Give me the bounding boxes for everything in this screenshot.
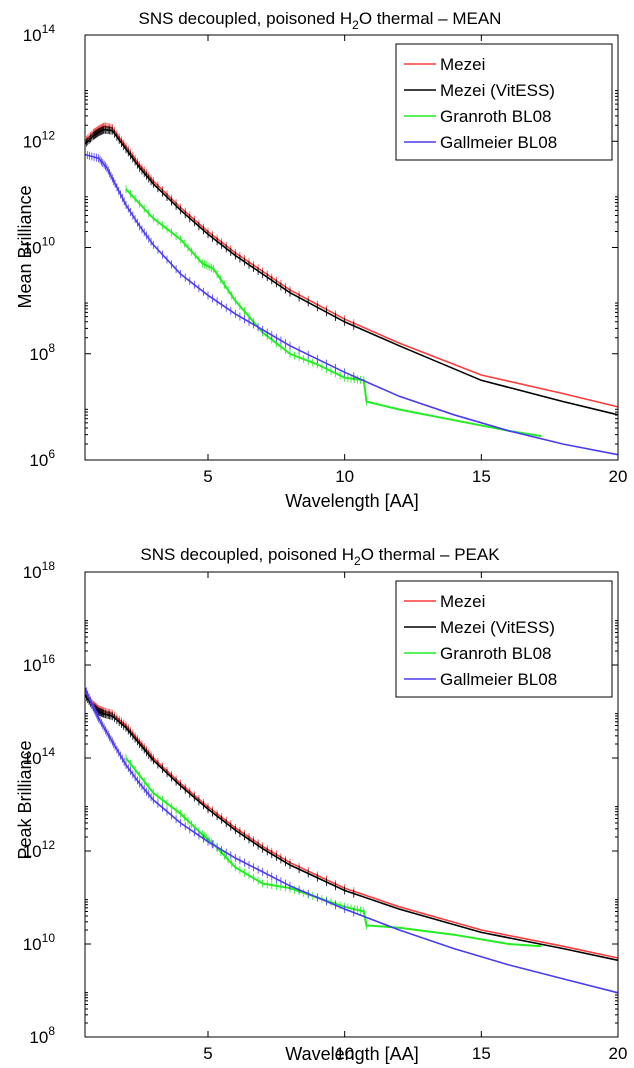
y-tick-label: 108 xyxy=(29,341,55,364)
series-line-3 xyxy=(84,153,619,456)
legend-entry-1: Mezei (VitESS) xyxy=(440,81,555,100)
chart-mean-ylabel: Mean Brilliance xyxy=(15,185,35,308)
x-tick-label: 5 xyxy=(203,1044,212,1063)
x-tick-label: 20 xyxy=(609,1044,628,1063)
x-tick-label: 15 xyxy=(472,467,491,486)
y-tick-label: 1014 xyxy=(23,745,56,768)
series-line-3 xyxy=(84,687,619,994)
y-tick-label: 1012 xyxy=(23,128,56,151)
chart-peak-legend: Mezei Mezei (VitESS) Granroth BL08 Gallmeie… xyxy=(395,580,613,698)
chart-peak-plot-frame xyxy=(84,571,619,1038)
legend-entry-0: Mezei xyxy=(440,55,485,74)
chart-peak: SNS decoupled, poisoned H2O thermal – PE… xyxy=(15,545,627,1064)
y-tick-label: 1012 xyxy=(23,838,56,861)
series-line-0 xyxy=(84,692,619,959)
chart-mean-ticks: 5 10 15 20 106 108 1010 1012 1014 xyxy=(23,22,628,486)
chart-mean: SNS decoupled, poisoned H2O thermal – ME… xyxy=(15,9,627,511)
chart-mean-xlabel: Wavelength [AA] xyxy=(285,491,418,511)
chart-mean-plot-frame xyxy=(84,34,619,461)
chart-peak-ticks: 5 10 15 20 108 1010 1012 1014 1016 1018 xyxy=(23,559,628,1063)
y-tick-label: 106 xyxy=(29,447,55,470)
legend-entry-2: Granroth BL08 xyxy=(440,644,552,663)
chart-peak-series xyxy=(84,684,619,994)
x-tick-label: 20 xyxy=(609,467,628,486)
y-tick-label: 1016 xyxy=(23,652,56,675)
chart-peak-title: SNS decoupled, poisoned H2O thermal – PE… xyxy=(140,545,500,568)
y-tick-label: 1018 xyxy=(23,559,56,582)
series-line-2 xyxy=(125,757,542,948)
y-tick-label: 1010 xyxy=(23,235,56,258)
y-tick-label: 108 xyxy=(29,1024,55,1047)
series-line-1 xyxy=(84,694,619,962)
x-tick-label: 15 xyxy=(472,1044,491,1063)
legend-entry-1: Mezei (VitESS) xyxy=(440,618,555,637)
legend-entry-3: Gallmeier BL08 xyxy=(440,670,557,689)
chart-peak-xlabel: Wavelength [AA] xyxy=(285,1044,418,1064)
chart-mean-legend: Mezei Mezei (VitESS) Granroth BL08 Gallmeie… xyxy=(395,43,613,161)
x-tick-label: 5 xyxy=(203,467,212,486)
legend-entry-2: Granroth BL08 xyxy=(440,107,552,126)
y-tick-label: 1014 xyxy=(23,22,56,45)
chart-peak-ylabel: Peak Brilliance xyxy=(15,740,35,859)
x-tick-label: 10 xyxy=(335,1044,354,1063)
series-line-0 xyxy=(84,125,619,408)
y-tick-label: 1010 xyxy=(23,931,56,954)
legend-entry-3: Gallmeier BL08 xyxy=(440,133,557,152)
chart-mean-title: SNS decoupled, poisoned H2O thermal – ME… xyxy=(139,9,502,32)
series-line-1 xyxy=(84,128,619,416)
x-tick-label: 10 xyxy=(335,467,354,486)
chart-mean-series xyxy=(84,122,619,456)
legend-entry-0: Mezei xyxy=(440,592,485,611)
